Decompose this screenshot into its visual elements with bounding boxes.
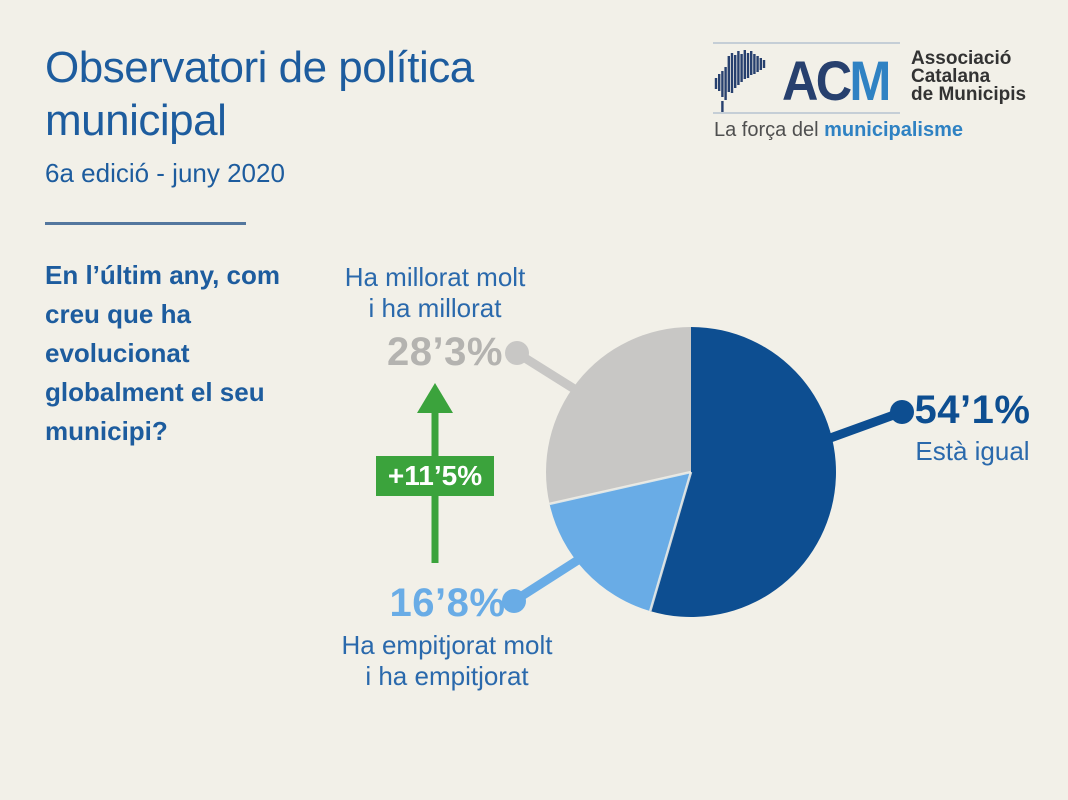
growth-badge-label: +11’5% [387, 460, 483, 491]
pie-slice-1 [650, 327, 837, 618]
label-improved: Ha millorat molt i ha millorat [344, 262, 526, 323]
pie-chart [546, 327, 837, 618]
pct-improved: 28’3% [387, 330, 503, 374]
connector-improved-dot [505, 341, 529, 365]
growth-arrow-head-icon [417, 383, 453, 413]
pie-slice-separator [649, 471, 693, 612]
edition-subtitle: 6a edició - juny 2020 [45, 158, 285, 188]
growth-badge [376, 456, 494, 496]
page-title: Observatori de política municipal [45, 43, 474, 145]
logo-top-rule [713, 42, 900, 44]
tagline-highlight: municipalisme [824, 119, 964, 141]
label-worsened: Ha empitjorat molt i ha empitjorat [341, 630, 553, 691]
acm-waveform-icon [714, 50, 766, 112]
acm-acronym-dark: AC [782, 49, 852, 112]
logo-tagline: La força del municipalisme [714, 119, 963, 142]
divider-rule [45, 222, 246, 225]
label-same: Està igual [915, 436, 1030, 466]
tagline-prefix: La força del [714, 119, 825, 141]
logo-bottom-rule [713, 112, 900, 114]
pct-worsened: 16’8% [389, 581, 506, 625]
survey-question: En l’últim any, com creu que ha evolucio… [45, 260, 281, 446]
pie-slice-2 [549, 472, 691, 612]
pct-same: 54’1% [914, 388, 1031, 432]
acm-acronym-light: M [849, 49, 891, 112]
acm-acronym: ACM [782, 53, 891, 109]
acm-logo: ACM Associació Catalana de Municipis La … [705, 40, 1040, 155]
connector-same-dot [890, 400, 914, 424]
org-name: Associació Catalana de Municipis [911, 48, 1027, 105]
connector-worsened-dot [502, 589, 526, 613]
pie-slice-separator [549, 470, 692, 506]
pie-slice-3 [546, 327, 691, 504]
